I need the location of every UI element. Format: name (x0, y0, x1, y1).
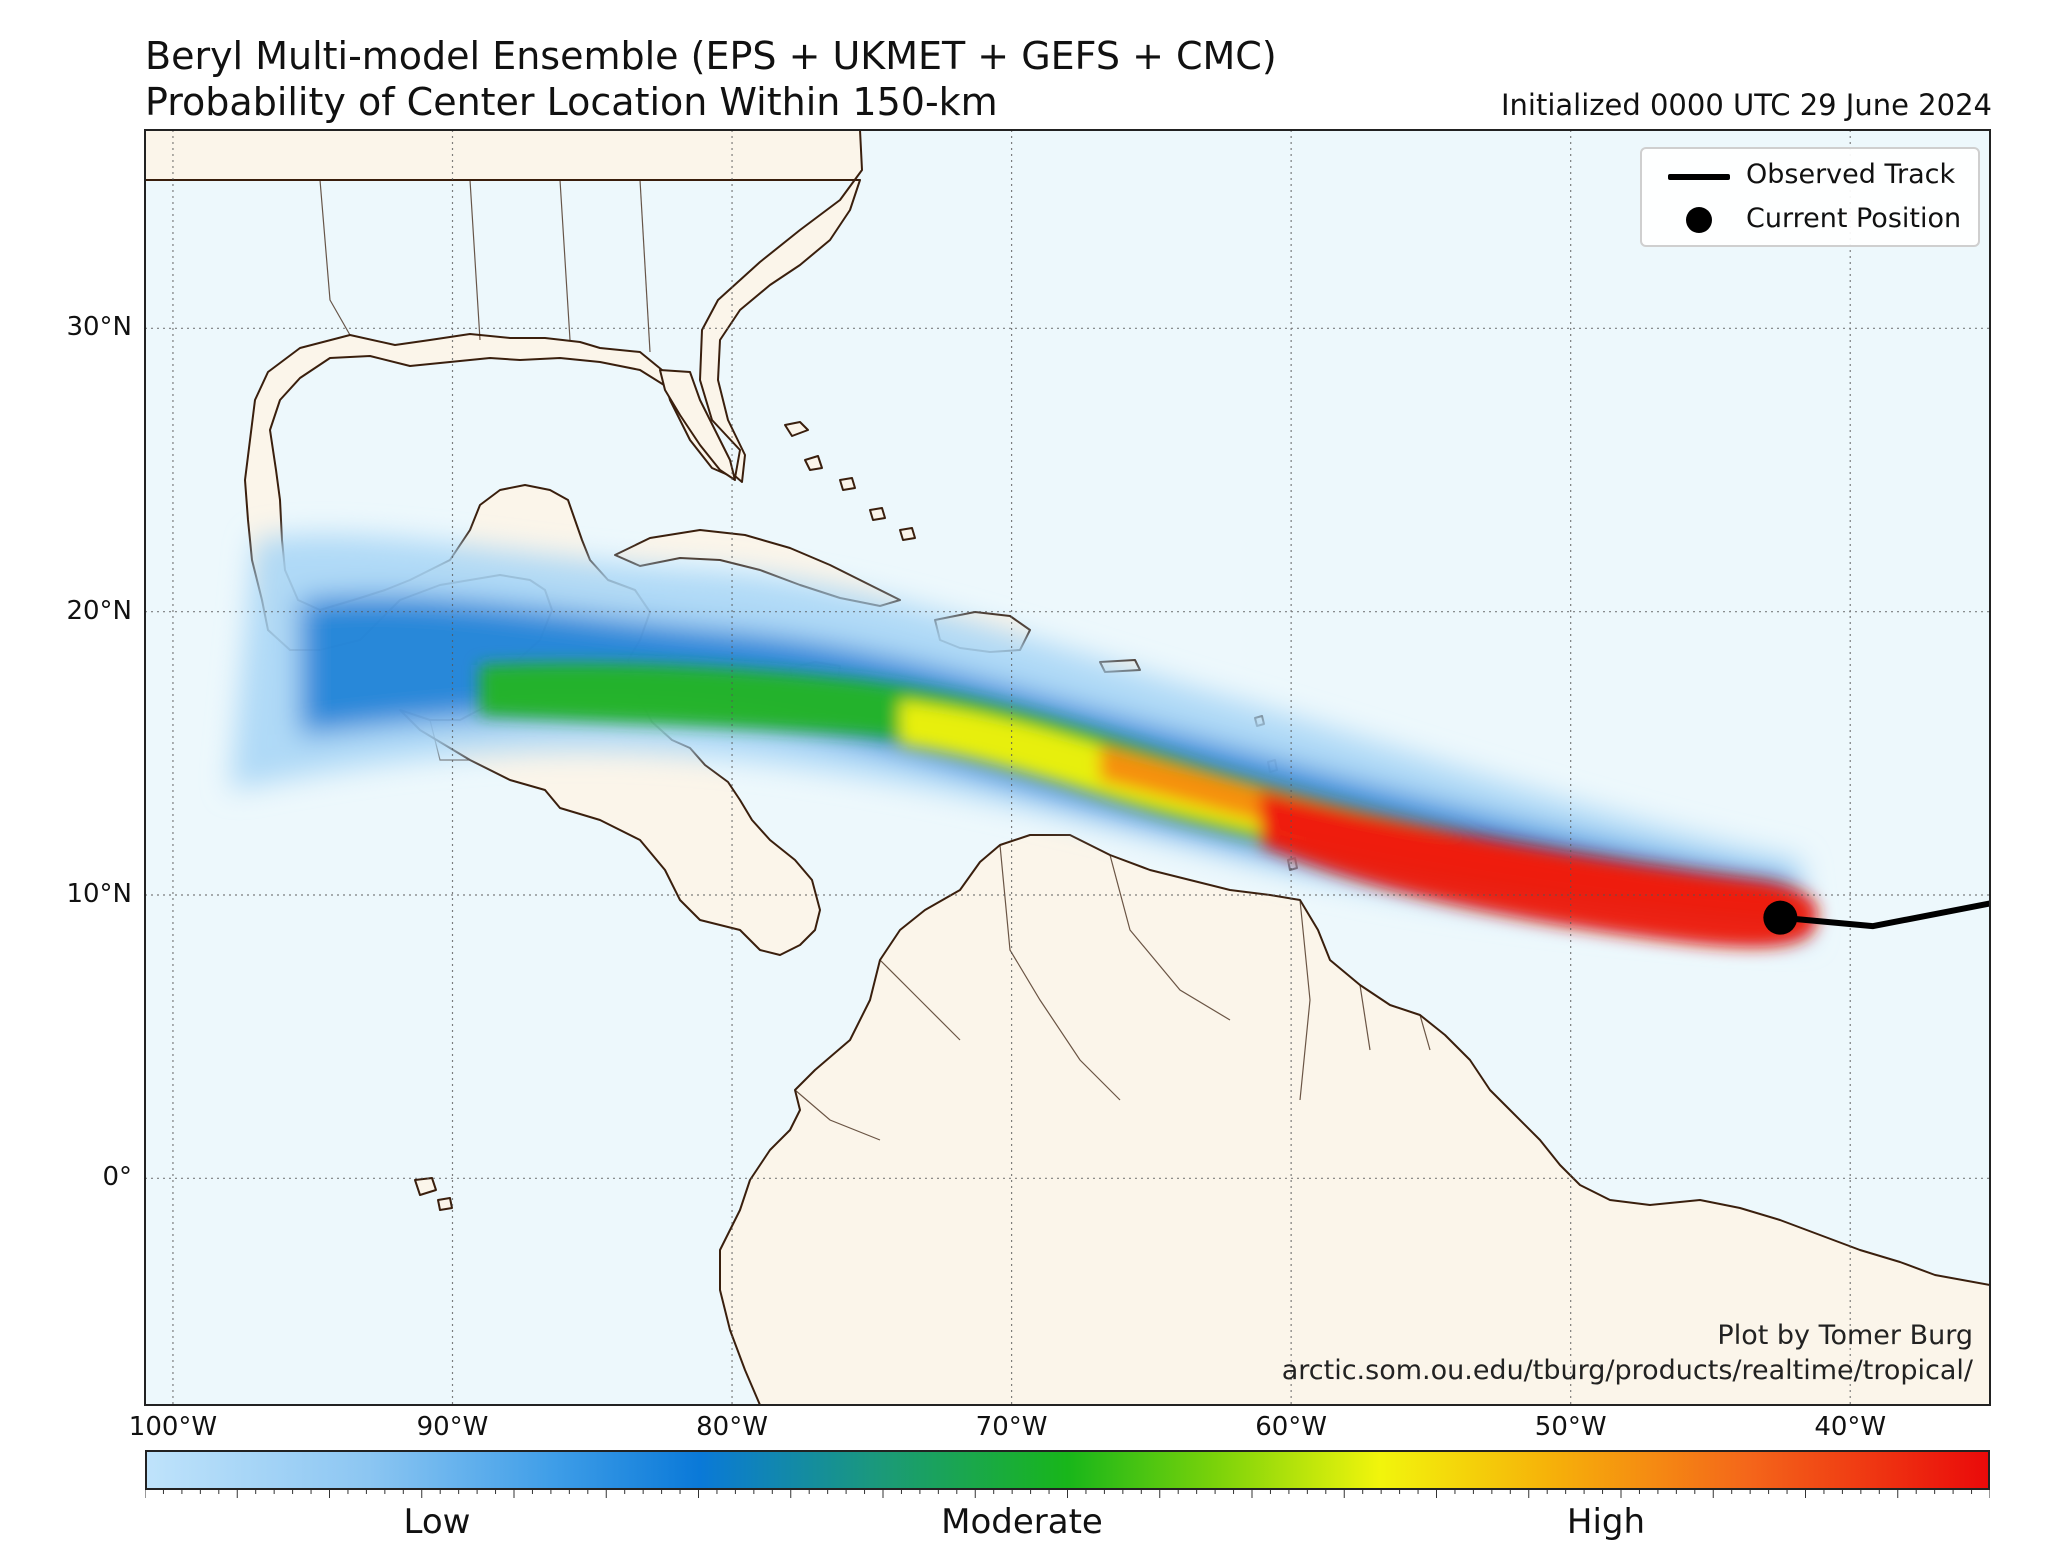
map-title: Beryl Multi-model Ensemble (EPS + UKMET … (145, 34, 1277, 78)
map-frame (144, 129, 1991, 1406)
longitude-label: 100°W (128, 1412, 218, 1442)
colorbar-label-high: High (1566, 1502, 1646, 1542)
map-subtitle: Probability of Center Location Within 15… (145, 80, 998, 124)
legend-item-observed-track: Observed Track (1642, 155, 1978, 195)
position-dot-icon (1686, 207, 1712, 233)
latitude-label: 20°N (66, 595, 132, 626)
colorbar-ticks (145, 1490, 1990, 1498)
probability-swath (230, 534, 1818, 948)
longitude-label: 80°W (696, 1412, 768, 1442)
observed-track-line (1777, 900, 1990, 930)
colorbar-label-low: Low (403, 1502, 471, 1542)
longitude-label: 50°W (1534, 1412, 1607, 1442)
country-borders (145, 179, 1431, 1141)
longitude-label: 40°W (1814, 1412, 1887, 1442)
latitude-label: 0° (102, 1162, 132, 1193)
legend: Observed Track Current Position (1640, 147, 1980, 247)
latitude-label: 30°N (66, 312, 132, 343)
legend-label: Current Position (1746, 203, 1962, 234)
probability-map (144, 129, 1991, 1406)
colorbar (145, 1450, 1990, 1490)
latitude-label: 10°N (66, 879, 132, 909)
track-line-icon (1668, 174, 1730, 180)
current-position-marker (1763, 900, 1798, 935)
plot-url: arctic.som.ou.edu/tburg/products/realtim… (1281, 1355, 1973, 1386)
gridlines (145, 130, 1990, 1405)
plot-credit: Plot by Tomer Burg (1717, 1320, 1973, 1351)
longitude-label: 70°W (975, 1412, 1048, 1442)
longitude-label: 60°W (1255, 1412, 1328, 1442)
colorbar-label-moderate: Moderate (941, 1502, 1103, 1542)
initialized-time: Initialized 0000 UTC 29 June 2024 (1500, 88, 1992, 122)
longitude-label: 90°W (416, 1412, 489, 1442)
legend-label: Observed Track (1746, 159, 1956, 190)
legend-item-current-position: Current Position (1642, 199, 1978, 239)
